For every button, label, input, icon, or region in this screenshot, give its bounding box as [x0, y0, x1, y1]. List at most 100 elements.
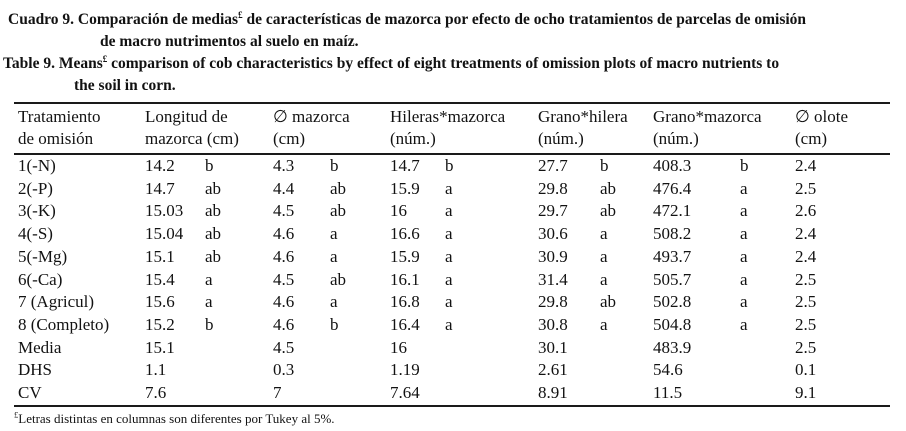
value-cell: 15.1	[141, 337, 269, 360]
value-cell: 9.1	[791, 382, 890, 406]
tukey-letter: a	[600, 269, 608, 289]
cell-value: 16.8	[390, 292, 420, 312]
tukey-letter: a	[740, 314, 748, 334]
cell-value: 2.5	[795, 269, 817, 289]
column-header-line1: ∅ olote	[795, 107, 849, 126]
value-cell: 4.5	[269, 337, 386, 360]
cell-value: 7.6	[145, 383, 167, 403]
cell-value: 2.5	[795, 314, 817, 334]
tukey-letter: a	[740, 292, 748, 312]
tukey-letter: b	[330, 156, 339, 175]
value-cell: 15.9 a	[386, 246, 534, 269]
cell-value: 16.4	[390, 314, 420, 334]
column-header: Longitud de mazorca (cm)	[141, 103, 269, 155]
tukey-letter: ab	[600, 201, 617, 221]
tukey-letter: b	[445, 156, 454, 175]
treatment-cell: 6(-Ca)	[18, 269, 63, 289]
value-cell: 2.5	[791, 314, 890, 337]
value-cell: 15.1 ab	[141, 246, 269, 269]
tukey-letter: b	[330, 314, 339, 334]
cell-value: 408.3	[653, 156, 692, 175]
cell-value: 31.4	[538, 269, 568, 289]
value-cell: 7.64	[386, 382, 534, 406]
value-cell: 14.7 ab	[141, 178, 269, 201]
column-header-line1: Grano*hilera	[538, 107, 628, 126]
tukey-letter: a	[445, 292, 453, 312]
tukey-letter: ab	[600, 178, 617, 198]
cell-value: 15.9	[390, 178, 420, 198]
value-cell: 4.6 a	[269, 291, 386, 314]
value-cell: 408.3 b	[649, 154, 791, 178]
value-cell: 15.6 a	[141, 291, 269, 314]
tukey-letter: ab	[600, 292, 617, 312]
treatment-cell: DHS	[18, 360, 53, 380]
tukey-letter: a	[445, 314, 453, 334]
cell-value: 0.1	[795, 360, 817, 380]
value-cell: 2.5	[791, 337, 890, 360]
value-cell: 2.5	[791, 178, 890, 201]
cell-value: 476.4	[653, 178, 692, 198]
value-cell: 29.8 ab	[534, 291, 649, 314]
cell-value: 1.1	[145, 360, 167, 380]
cell-value: 2.61	[538, 360, 568, 380]
cell-value: 15.4	[145, 269, 175, 289]
column-header-line2: mazorca (cm)	[145, 129, 239, 148]
column-header-line1: Tratamiento	[18, 107, 101, 126]
caption-line: Cuadro 9. Comparación de medias£ de cara…	[8, 9, 902, 31]
value-cell: 30.1	[534, 337, 649, 360]
cell-value: 4.6	[273, 292, 295, 312]
caption-text: de características de mazorca por efecto…	[242, 11, 807, 28]
tukey-letter: ab	[205, 178, 222, 198]
table-row: 3(-K) 15.03 ab 4.5 ab 16 a 29.7 ab 472.1 a 2.6	[14, 200, 890, 223]
value-cell: 0.1	[791, 359, 890, 382]
tukey-letter: a	[740, 246, 748, 266]
value-cell: 15.9 a	[386, 178, 534, 201]
tukey-letter: a	[445, 224, 453, 244]
data-table: Tratamiento de omisión Longitud de mazorca …	[14, 102, 890, 407]
value-cell: 16	[386, 337, 534, 360]
cell-value: 29.7	[538, 201, 568, 221]
column-header-line2: (núm.)	[653, 129, 699, 148]
tukey-letter: a	[600, 224, 608, 244]
cell-value: 7.64	[390, 383, 420, 403]
tukey-letter: b	[205, 156, 214, 175]
table-row: 6(-Ca) 15.4 a 4.5 ab 16.1 a 31.4 a 505.7 a 2.5	[14, 269, 890, 292]
table-row: 8 (Completo) 15.2 b 4.6 b 16.4 a 30.8 a 504.8 a 2.5	[14, 314, 890, 337]
caption-line: Table 9. Means£ comparison of cob charac…	[3, 53, 902, 75]
value-cell: 1.1	[141, 359, 269, 382]
table-row: 1(-N) 14.2 b 4.3 b 14.7 b 27.7 b 408.3 b 2.4	[14, 154, 890, 178]
column-header: ∅ olote (cm)	[791, 103, 890, 155]
caption-text: de macro nutrimentos al suelo en maíz.	[100, 33, 359, 50]
value-cell: 2.4	[791, 223, 890, 246]
treatment-cell: Media	[18, 337, 62, 357]
cell-value: 15.1	[145, 246, 175, 266]
tukey-letter: a	[445, 201, 453, 221]
cell-value: 16	[390, 201, 407, 221]
value-cell: 15.04 ab	[141, 223, 269, 246]
value-cell: 16 a	[386, 200, 534, 223]
cell-value: 15.2	[145, 314, 175, 334]
cell-value: 14.7	[145, 178, 175, 198]
tukey-letter: a	[740, 224, 748, 244]
value-cell: 8.91	[534, 382, 649, 406]
table-row: Media 15.1 4.5 16 30.1 483.9 2.5	[14, 337, 890, 360]
value-cell: 2.5	[791, 291, 890, 314]
value-cell: 2.4	[791, 154, 890, 178]
value-cell: 16.6 a	[386, 223, 534, 246]
table-footnote: £Letras distintas en columnas son difere…	[14, 410, 906, 427]
caption-text: Cuadro 9. Comparación de medias	[8, 11, 239, 28]
value-cell: 4.6 a	[269, 223, 386, 246]
cell-value: 2.6	[795, 201, 817, 221]
treatment-cell: 2(-P)	[18, 178, 53, 198]
caption-text: comparison of cob characteristics by eff…	[107, 55, 780, 72]
table-row: CV 7.6 7 7.64 8.91 11.5 9.1	[14, 382, 890, 406]
tukey-letter: a	[740, 178, 748, 198]
column-header: Tratamiento de omisión	[14, 103, 141, 155]
value-cell: 2.6	[791, 200, 890, 223]
cell-value: 2.5	[795, 337, 817, 357]
value-cell: 29.8 ab	[534, 178, 649, 201]
cell-value: 4.6	[273, 314, 295, 334]
treatment-cell: 7 (Agricul)	[18, 292, 95, 312]
value-cell: 14.7 b	[386, 154, 534, 178]
treatment-cell: 5(-Mg)	[18, 246, 68, 266]
